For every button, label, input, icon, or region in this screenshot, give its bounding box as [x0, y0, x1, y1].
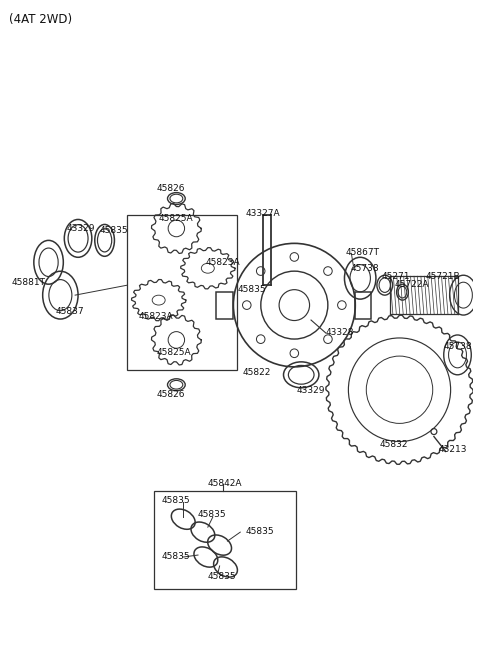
Text: 45835: 45835 — [198, 510, 227, 520]
Text: 43329: 43329 — [66, 224, 95, 234]
Text: 45271: 45271 — [382, 272, 410, 281]
Text: 45835: 45835 — [162, 497, 190, 505]
Text: 45738: 45738 — [350, 264, 379, 274]
Text: 45722A: 45722A — [395, 280, 429, 289]
Text: 43328: 43328 — [326, 328, 354, 337]
Text: 45835: 45835 — [100, 226, 128, 236]
Text: 45826: 45826 — [156, 390, 185, 399]
Text: 45837: 45837 — [56, 307, 84, 316]
Text: 43213: 43213 — [439, 445, 468, 453]
Text: 45835: 45835 — [237, 285, 266, 294]
Text: 45825A: 45825A — [156, 348, 192, 357]
Text: 43327A: 43327A — [245, 209, 280, 218]
Text: (4AT 2WD): (4AT 2WD) — [9, 13, 72, 26]
Text: 45835: 45835 — [208, 572, 237, 581]
Text: 43329: 43329 — [296, 386, 325, 395]
Text: 45822: 45822 — [242, 368, 271, 377]
Text: 45835: 45835 — [162, 552, 190, 561]
Text: 45721B: 45721B — [426, 272, 461, 281]
Text: 45832: 45832 — [380, 440, 408, 449]
Text: 45825A: 45825A — [159, 215, 193, 224]
Text: 45842A: 45842A — [208, 480, 242, 488]
Text: 45867T: 45867T — [346, 249, 380, 257]
Text: 45823A: 45823A — [139, 312, 174, 321]
Bar — [355, 291, 371, 319]
Bar — [127, 215, 237, 370]
Text: 45823A: 45823A — [206, 258, 240, 267]
Text: 45826: 45826 — [156, 184, 185, 193]
Bar — [154, 491, 296, 589]
Text: 45835: 45835 — [245, 527, 274, 536]
Bar — [216, 291, 233, 319]
Text: 45738: 45738 — [444, 342, 472, 351]
Text: 45881T: 45881T — [11, 278, 45, 287]
